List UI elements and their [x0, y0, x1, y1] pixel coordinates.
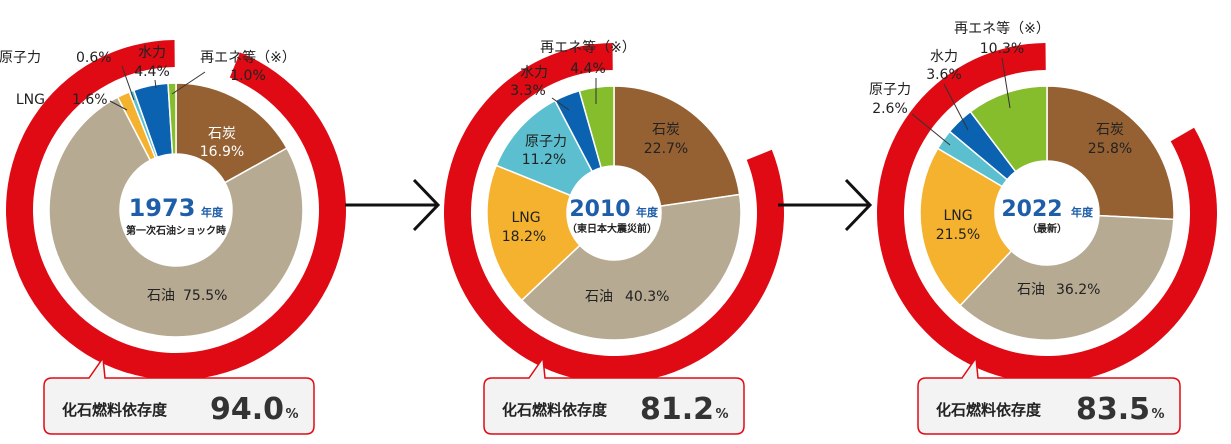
slice-value-nuclear: 11.2%: [522, 152, 566, 168]
leader-line-hydro: [154, 79, 157, 89]
fossil-label: 化石燃料依存度: [502, 401, 608, 419]
slice-label-hydro: 水力: [520, 65, 548, 81]
fossil-value: 94.0: [210, 392, 284, 427]
fossil-label: 化石燃料依存度: [62, 401, 168, 419]
slice-value-hydro: 3.3%: [510, 83, 546, 99]
year-subtitle: 第一次石油ショック時: [126, 224, 226, 237]
slice-value-lng: 18.2%: [502, 229, 546, 245]
slice-value-nuclear: 2.6%: [872, 101, 908, 117]
chart-2010: 2010 年度 （東日本大震災前） 石炭 22.7% 石油 40.3% LNG 18.2% 原子力…: [444, 39, 784, 435]
year-label: 2010: [569, 197, 630, 222]
slice-renewables: [578, 85, 615, 169]
slice-value-renewables: 1.0%: [230, 68, 266, 84]
slice-coal: [1046, 85, 1175, 221]
leader-line-renewables: [171, 71, 206, 95]
slice-label-nuclear: 原子力: [525, 134, 567, 150]
slice-value-hydro: 4.4%: [134, 64, 170, 80]
slice-label-coal: 石炭: [208, 126, 236, 142]
leader-line-hydro: [551, 97, 570, 111]
slice-value-coal: 16.9%: [200, 144, 244, 160]
slice-coal: [175, 82, 288, 184]
donut-hole: [568, 167, 660, 259]
leader-line-nuclear: [121, 65, 135, 101]
slice-label-hydro: 水力: [930, 49, 958, 65]
slice-label-nuclear: 原子力: [869, 82, 911, 98]
slice-oil: [959, 214, 1175, 341]
slice-label-oil: 石油: [1017, 282, 1045, 298]
slice-oil: [520, 193, 742, 341]
badge-box: [917, 355, 1181, 435]
slice-coal: [613, 85, 741, 208]
slice-value-oil: 36.2%: [1056, 282, 1100, 298]
slice-value-renewables: 10.3%: [980, 41, 1024, 57]
slice-value-hydro: 3.6%: [926, 67, 962, 83]
slice-label-renewables: 再エネ等（※）: [200, 49, 296, 66]
fossil-dependency-badge: 化石燃料依存度 83.5%: [917, 355, 1181, 435]
slice-label-hydro: 水力: [138, 45, 166, 61]
fossil-value: 81.2: [640, 392, 714, 427]
leader-line-nuclear: [911, 113, 951, 146]
leader-line-renewables: [1001, 57, 1011, 109]
slice-value-coal: 22.7%: [644, 141, 688, 157]
year-suffix: 年度: [636, 205, 659, 219]
slice-value-coal: 25.8%: [1088, 141, 1132, 157]
leader-line-lng: [109, 100, 128, 111]
slice-label-lng: LNG: [943, 208, 972, 224]
badge-box: [483, 355, 745, 435]
badge-box: [43, 355, 315, 435]
year-suffix: 年度: [201, 205, 224, 219]
slice-label-lng: LNG: [511, 210, 540, 226]
slice-lng: [486, 164, 581, 302]
slice-label-renewables: 再エネ等（※）: [954, 20, 1050, 37]
slice-label-nuclear: 原子力: [0, 50, 41, 66]
donut-hole: [996, 162, 1098, 264]
slice-value-lng: 1.6%: [72, 92, 108, 108]
fossil-unit: %: [715, 407, 728, 422]
slice-renewables: [969, 85, 1048, 173]
arrow-head: [844, 178, 873, 232]
slice-value-lng: 21.5%: [936, 227, 980, 243]
year-label: 1973: [129, 194, 196, 222]
fossil-unit: %: [285, 407, 298, 422]
slice-oil: [48, 96, 304, 338]
slice-label-coal: 石炭: [652, 122, 680, 138]
chart-2022: 2022 年度 （最新） 石炭 25.8% 石油 36.2% LNG 21.5% 原子力 2.6% 水…: [869, 20, 1217, 435]
fossil-dependency-badge: 化石燃料依存度 81.2%: [483, 355, 745, 435]
slice-value-oil: 40.3%: [625, 289, 669, 305]
year-subtitle: （東日本大震災前）: [567, 222, 657, 235]
fossil-unit: %: [1151, 407, 1164, 422]
slice-label-oil: 石油: [585, 289, 613, 305]
fossil-label: 化石燃料依存度: [936, 401, 1042, 419]
year-suffix: 年度: [1071, 205, 1094, 219]
slice-value-renewables: 4.4%: [570, 61, 606, 77]
slice-label-lng: LNG: [16, 92, 45, 108]
year-subtitle: （最新）: [1027, 222, 1067, 235]
slice-label-coal: 石炭: [1096, 122, 1124, 138]
arrow-1: [345, 178, 441, 232]
year-label: 2022: [1001, 197, 1062, 222]
slice-label-renewables: 再エネ等（※）: [540, 39, 636, 56]
slice-label-oil: 石油: [147, 288, 175, 304]
arrow-2: [778, 178, 873, 232]
slice-renewables: [167, 82, 177, 155]
slice-lng: [919, 147, 1013, 307]
fossil-value: 83.5: [1076, 392, 1150, 427]
slice-value-nuclear: 0.6%: [76, 50, 112, 66]
leader-line-hydro: [943, 83, 969, 131]
slice-value-oil: 75.5%: [183, 288, 227, 304]
donut-hole: [121, 155, 231, 265]
arrow-head: [412, 178, 441, 232]
fossil-dependency-badge: 化石燃料依存度 94.0%: [43, 355, 315, 435]
